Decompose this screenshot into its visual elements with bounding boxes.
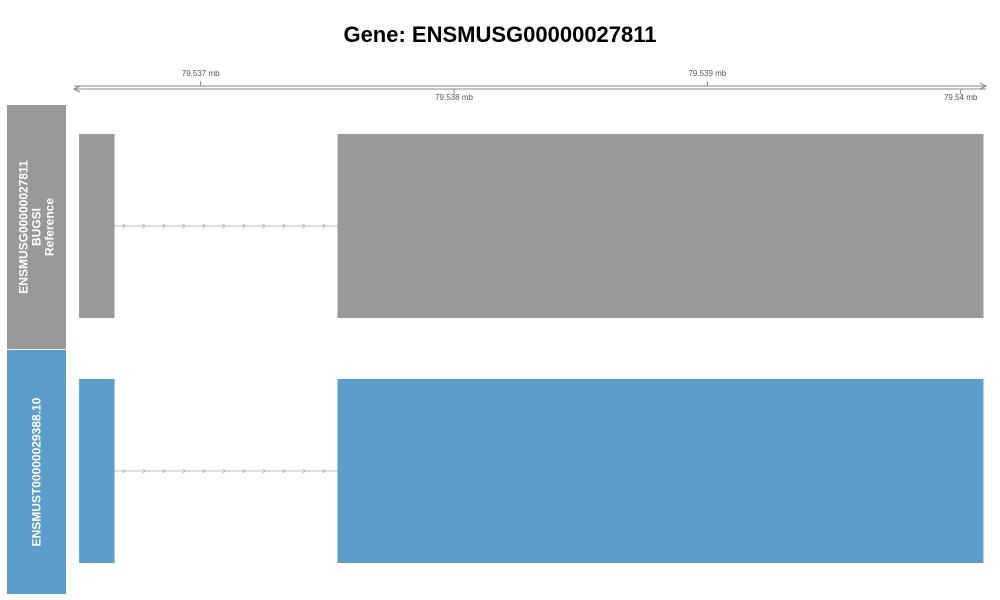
axis-tick-label: 79.539 mb (688, 69, 726, 78)
strand-arrow (262, 468, 267, 474)
strand-arrow (142, 223, 147, 229)
strand-arrow (162, 468, 167, 474)
strand-arrow (202, 223, 207, 229)
axis-tick-label: 79.54 mb (944, 93, 978, 102)
strand-arrow (202, 468, 207, 474)
strand-arrow (302, 223, 307, 229)
strand-arrow (242, 223, 247, 229)
transcript-tracks: ENSMUSG00000027811 BUGSI Reference ENSMUST0… (7, 105, 984, 594)
strand-arrow (262, 223, 267, 229)
track-label-panel (7, 350, 66, 594)
track-label-text: BUGSI (30, 208, 44, 246)
axis-tick-label: 79.537 mb (182, 69, 220, 78)
axis-arrow-right (979, 82, 988, 90)
track-label-text: ENSMUSG00000027811 (17, 160, 31, 294)
axis-tick-label: 79.538 mb (435, 93, 473, 102)
strand-arrow (302, 468, 307, 474)
strand-arrow (182, 468, 187, 474)
strand-arrow (242, 468, 247, 474)
genome-axis: 79.537 mb 79.538 mb 79.539 mb 79.54 mb (72, 69, 988, 102)
strand-arrow (322, 468, 327, 474)
track-label-panel (7, 105, 66, 349)
strand-arrow (322, 223, 327, 229)
strand-arrow (162, 223, 167, 229)
transcript-track: ENSMUSG00000027811 BUGSI Reference (7, 105, 984, 349)
strand-arrow (282, 223, 287, 229)
strand-arrow (182, 223, 187, 229)
gene-title: Gene: ENSMUSG00000027811 (343, 22, 657, 47)
exon-block (79, 134, 115, 318)
strand-arrow (222, 468, 227, 474)
strand-arrow (222, 223, 227, 229)
strand-arrow (122, 468, 127, 474)
track-label-text: Reference (43, 198, 57, 256)
exon-block (79, 379, 115, 563)
exon-block (337, 379, 984, 563)
axis-arrow-left (72, 85, 81, 93)
strand-arrow (282, 468, 287, 474)
strand-arrow (142, 468, 147, 474)
transcript-track: ENSMUST00000029388.10 (7, 350, 984, 594)
exon-block (337, 134, 984, 318)
track-label-text: ENSMUST00000029388.10 (30, 397, 44, 546)
strand-arrow (122, 223, 127, 229)
